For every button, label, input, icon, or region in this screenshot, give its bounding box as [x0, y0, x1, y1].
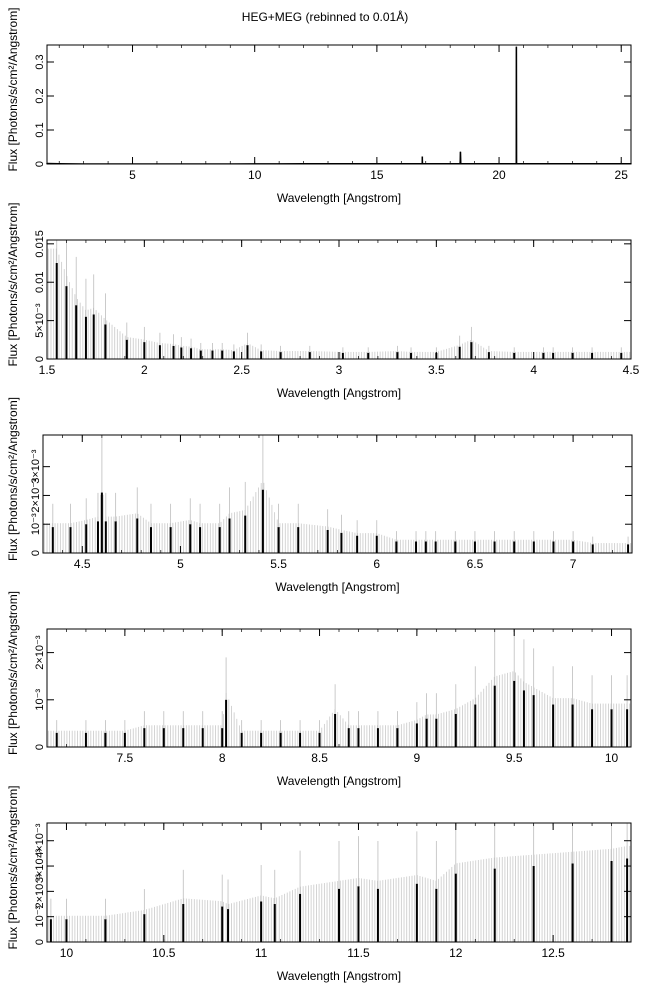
x-tick-label: 8.5	[311, 751, 328, 765]
x-tick-label: 8	[219, 751, 226, 765]
y-axis-label: Flux [Photons/s/cm²/Angstrom]	[6, 7, 20, 171]
plot-frame-2	[46, 239, 632, 360]
x-tick-label: 1.5	[39, 363, 56, 377]
y-axis-label: Flux [Photons/s/cm²/Angstrom]	[6, 785, 20, 949]
x-tick-label: 7.5	[117, 751, 134, 765]
x-tick-label: 4	[530, 363, 537, 377]
x-tick-label: 3	[336, 363, 343, 377]
x-tick-label: 7	[570, 557, 577, 571]
x-axis-label: Wavelength [Angstrom]	[277, 386, 401, 400]
plot-frame-1	[46, 44, 632, 165]
y-tick-label: 2×10⁻³	[34, 874, 46, 909]
plot-frame-4	[46, 628, 632, 748]
x-tick-label: 4.5	[74, 557, 91, 571]
x-tick-label: 4.5	[623, 363, 640, 377]
x-axis-label: Wavelength [Angstrom]	[277, 191, 401, 205]
y-tick-label: 0.3	[34, 54, 46, 69]
y-tick-label: 0	[34, 744, 46, 750]
y-axis-label: Flux [Photons/s/cm²/Angstrom]	[6, 397, 20, 561]
x-tick-label: 10	[605, 751, 619, 765]
x-tick-label: 5.5	[270, 557, 287, 571]
x-tick-label: 9	[414, 751, 421, 765]
x-tick-label: 6.5	[467, 557, 484, 571]
y-tick-label: 3×10⁻³	[30, 449, 42, 484]
plot-frame-3	[42, 434, 633, 554]
x-tick-label: 10.5	[152, 946, 176, 960]
x-tick-label: 3.5	[428, 363, 445, 377]
x-tick-label: 9.5	[506, 751, 523, 765]
x-axis-label: Wavelength [Angstrom]	[277, 969, 401, 983]
y-tick-label: 2×10⁻³	[34, 635, 46, 670]
series-line	[46, 46, 631, 165]
y-tick-label: 0	[34, 939, 46, 945]
y-tick-label: 2×10⁻³	[30, 478, 42, 513]
y-tick-label: 10⁻³	[34, 689, 46, 711]
x-tick-label: 11.5	[347, 946, 370, 960]
x-tick-label: 11	[255, 946, 268, 960]
y-tick-label: 3×10⁻³	[34, 849, 46, 884]
y-tick-label: 0.01	[34, 272, 46, 293]
y-tick-label: 10⁻³	[34, 905, 46, 927]
x-axis-label: Wavelength [Angstrom]	[277, 774, 401, 788]
y-tick-label: 0	[30, 550, 42, 556]
x-tick-label: 12	[449, 946, 463, 960]
y-tick-label: 0	[34, 356, 46, 362]
x-tick-label: 10	[60, 946, 74, 960]
x-tick-label: 25	[615, 168, 629, 182]
x-tick-label: 20	[492, 168, 506, 182]
figure-title: HEG+MEG (rebinned to 0.01Å)	[241, 10, 409, 24]
x-tick-label: 2.5	[233, 363, 250, 377]
y-axis-label: Flux [Photons/s/cm²/Angstrom]	[6, 202, 20, 366]
y-tick-label: 0.2	[34, 88, 46, 103]
y-tick-label: 0.1	[34, 122, 46, 137]
x-tick-label: 2	[141, 363, 148, 377]
y-axis-label: Flux [Photons/s/cm²/Angstrom]	[6, 591, 20, 755]
x-tick-label: 12.5	[541, 946, 565, 960]
y-tick-label: 10⁻³	[30, 513, 42, 535]
x-axis-label: Wavelength [Angstrom]	[275, 580, 399, 594]
y-tick-label: 4×10⁻³	[34, 823, 46, 858]
x-tick-label: 5	[177, 557, 184, 571]
x-tick-label: 6	[373, 557, 380, 571]
x-tick-label: 10	[248, 168, 262, 182]
y-tick-label: 0	[34, 161, 46, 167]
y-tick-label: 5×10⁻³	[34, 303, 46, 338]
x-tick-label: 15	[370, 168, 384, 182]
y-tick-label: 0.015	[34, 230, 46, 258]
x-tick-label: 5	[129, 168, 136, 182]
